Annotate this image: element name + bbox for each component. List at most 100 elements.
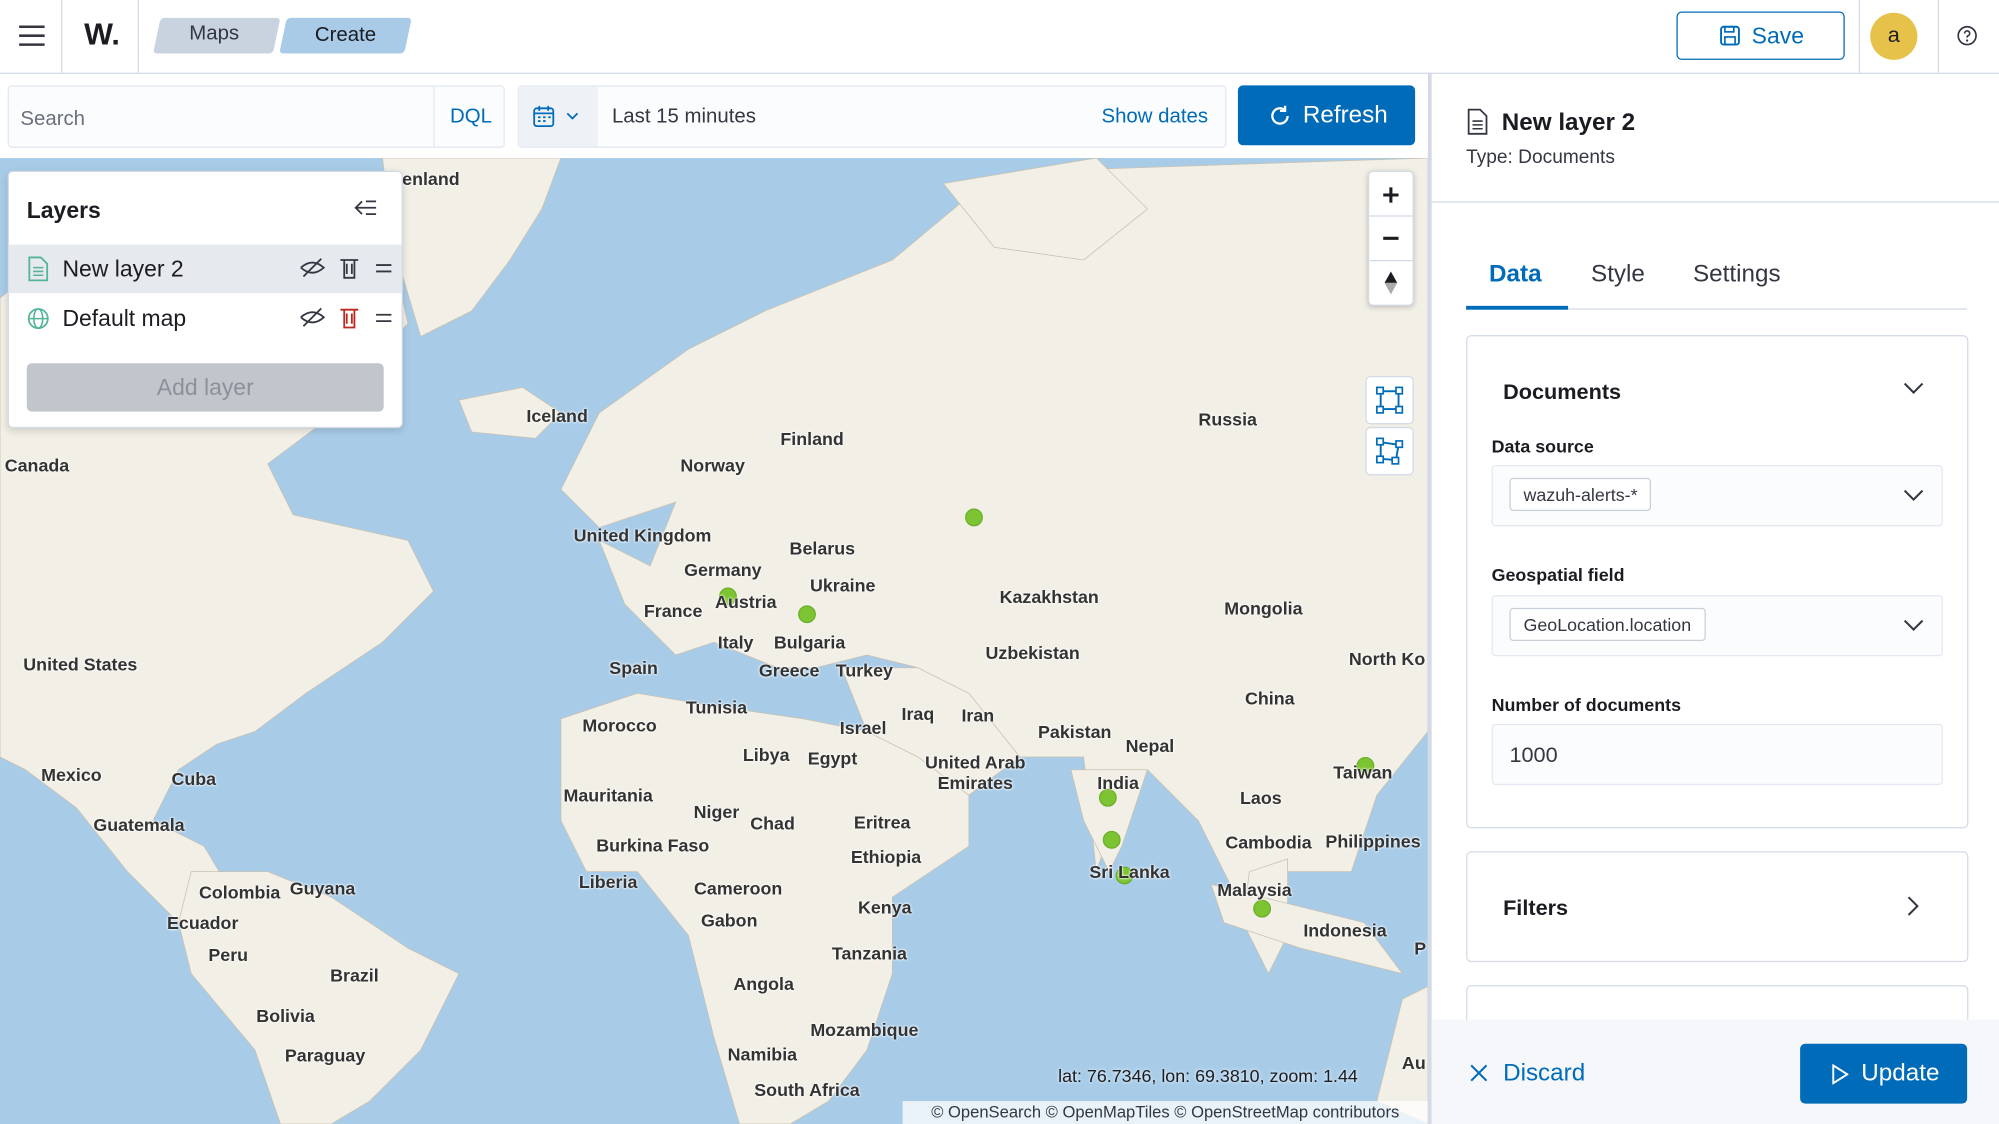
search-bar[interactable]: Search DQL (7, 85, 505, 148)
documents-section: Documents Data source wazuh-alerts-* Geo… (1466, 335, 1969, 829)
map-label: Greece (758, 660, 820, 681)
map-label: Peru (208, 944, 249, 965)
map-label: Tanzania (831, 943, 907, 964)
refresh-button[interactable]: Refresh (1237, 85, 1416, 146)
map-label: Israel (839, 717, 887, 738)
update-button[interactable]: Update (1800, 1043, 1968, 1104)
tab[interactable]: Style (1591, 261, 1645, 289)
discard-button[interactable]: Discard (1503, 1060, 1586, 1088)
map-label: Austria (715, 591, 777, 612)
quick-menu[interactable] (518, 86, 598, 147)
divider (1937, 0, 1940, 73)
divider (433, 86, 435, 147)
map-label: India (1097, 772, 1139, 793)
map-label: Mongolia (1224, 597, 1303, 619)
update-label: Update (1861, 1060, 1940, 1088)
layer-name[interactable]: Default map (62, 305, 187, 332)
layer-name[interactable]: New layer 2 (62, 256, 184, 282)
tab-active[interactable]: Data (1489, 261, 1542, 289)
zoom-icons[interactable] (1369, 172, 1413, 305)
language-switch[interactable]: DQL (450, 105, 492, 128)
map-label: Cambodia (1225, 832, 1312, 853)
draw-bounds-button[interactable] (1365, 375, 1414, 425)
map-label: Gabon (700, 909, 758, 931)
map-label: Spain (609, 657, 658, 678)
help-icon[interactable] (1957, 25, 1977, 46)
map-label: Angola (733, 973, 794, 995)
divider (1431, 201, 1999, 203)
logo-text: W. (84, 17, 120, 53)
collapse-button[interactable] (353, 198, 378, 218)
section-title: Filters (1503, 895, 1569, 921)
map-label: Finland (780, 428, 844, 449)
save-icon (1720, 25, 1740, 46)
section-title: Documents (1503, 379, 1622, 404)
divider (137, 0, 139, 73)
map-label: Ethiopia (850, 846, 922, 867)
time-range: Last 15 minutes (611, 105, 756, 128)
chip: GeoLocation.location (1509, 607, 1706, 642)
map-label: United Kingdom (573, 525, 712, 546)
map-label: Sri Lanka (1089, 861, 1170, 882)
date-picker[interactable]: Last 15 minutes Show dates (517, 85, 1227, 148)
geospatial-field-select[interactable]: GeoLocation.location (1491, 595, 1943, 657)
refresh-label: Refresh (1302, 101, 1388, 129)
map-label: Nepal (1125, 735, 1175, 756)
save-button[interactable]: Save (1676, 11, 1845, 60)
map-label: Liberia (578, 871, 638, 893)
map-label: Philippines (1325, 830, 1421, 852)
data-source-select[interactable]: wazuh-alerts-* (1491, 465, 1943, 527)
map-label: France (643, 600, 703, 621)
map-label: Tunisia (685, 697, 748, 718)
map-label: Malaysia (1217, 879, 1292, 900)
map-label: Burkina Faso (596, 834, 710, 856)
map-label: Morocco (582, 714, 657, 736)
map-label: Laos (1240, 787, 1282, 808)
divider (1858, 0, 1861, 73)
map[interactable]: enland Iceland Finland Russia Norway Canada Un… (0, 158, 1428, 1124)
map-label: South Africa (754, 1079, 860, 1100)
map-label: Belarus (789, 537, 856, 559)
map-label: Pakistan (1038, 721, 1112, 742)
map-label: Ecuador (166, 912, 239, 933)
show-dates[interactable]: Show dates (1101, 105, 1209, 128)
map-label: Colombia (199, 881, 281, 903)
add-layer-button[interactable]: Add layer (26, 363, 384, 412)
document-icon (28, 256, 49, 282)
map-label: Bolivia (256, 1005, 315, 1026)
map-label: Iceland (526, 405, 588, 426)
chevron (1903, 489, 1924, 501)
input-value: 1000 (1509, 742, 1558, 768)
map-label: Egypt (807, 748, 858, 769)
chevron[interactable] (1903, 382, 1924, 395)
layer-row[interactable] (8, 244, 402, 294)
filters-section[interactable]: Filters (1466, 851, 1969, 963)
map-label: P (1414, 937, 1427, 959)
map-label: Mozambique (810, 1019, 919, 1040)
menu-button[interactable] (18, 24, 46, 47)
layer-title: New layer 2 (1501, 109, 1636, 137)
save-label: Save (1751, 22, 1804, 49)
avatar[interactable]: a (1870, 12, 1918, 60)
zoom-controls (1367, 170, 1414, 306)
map-label: Mauritania (563, 785, 653, 806)
layer-actions[interactable] (300, 256, 392, 332)
breadcrumb[interactable]: Maps (189, 22, 240, 45)
field-label: Data source (1491, 435, 1594, 457)
logo[interactable]: W. (84, 18, 120, 54)
close-icon (1470, 1064, 1488, 1082)
play-icon (1832, 1064, 1849, 1085)
breadcrumb[interactable]: Create (314, 24, 377, 46)
map-label: Guyana (289, 878, 356, 899)
map-label: Cameroon (694, 878, 783, 899)
map-label: Brazil (330, 964, 379, 986)
tab-indicator (1466, 305, 1569, 310)
tab[interactable]: Settings (1693, 261, 1781, 289)
map-label: Iran (961, 704, 995, 726)
map-label: Cuba (171, 768, 217, 789)
map-label: Bulgaria (773, 632, 846, 653)
number-input[interactable]: 1000 (1491, 723, 1943, 786)
draw-shape-button[interactable] (1365, 426, 1414, 476)
field-label: Number of documents (1491, 694, 1682, 715)
